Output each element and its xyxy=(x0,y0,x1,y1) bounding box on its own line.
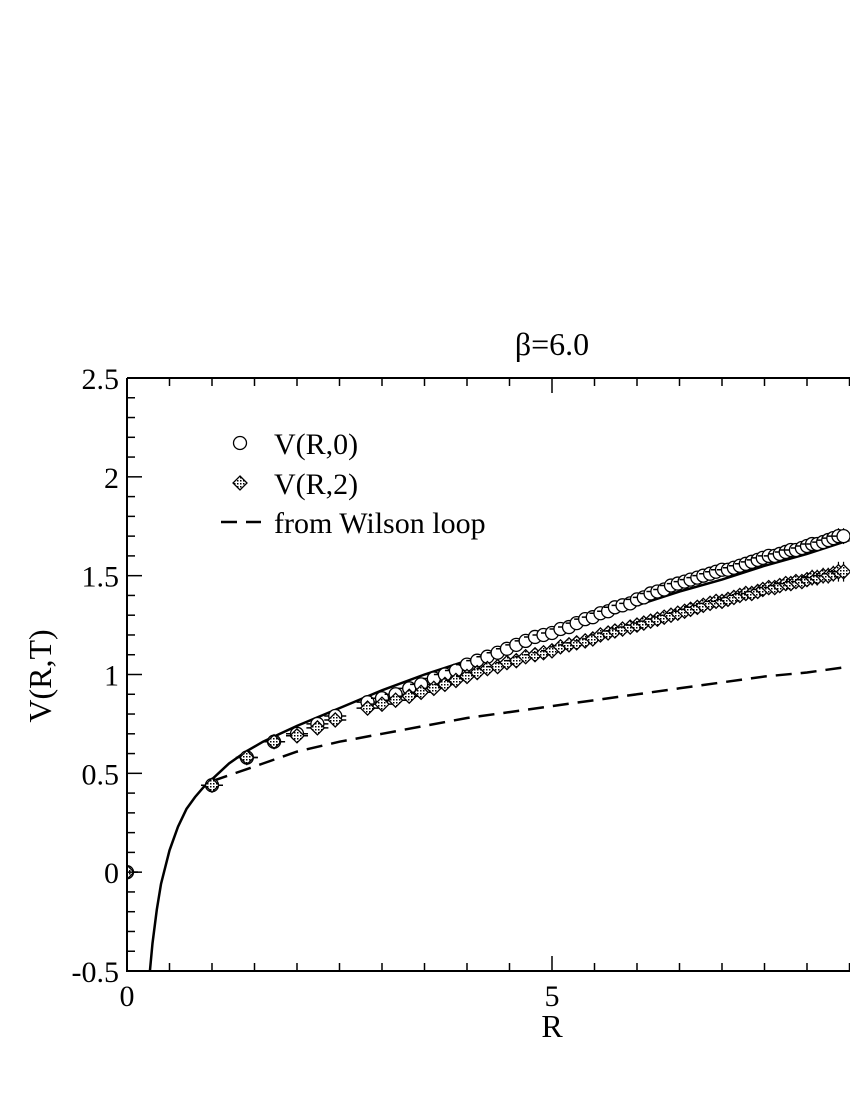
data-point xyxy=(836,528,850,544)
y-tick-label: 0 xyxy=(104,857,119,890)
curves-layer xyxy=(148,538,850,971)
data-point xyxy=(204,777,220,794)
y-axis-title: V(R,T) xyxy=(22,629,58,722)
data-point xyxy=(238,749,255,766)
fit-curve xyxy=(148,538,850,971)
legend: V(R,0) V(R,2) from Wilson loop xyxy=(221,428,486,540)
data-point xyxy=(359,700,376,717)
y-tick-label: 2.5 xyxy=(82,363,120,396)
y-tick-label: 2 xyxy=(104,462,119,495)
data-point xyxy=(327,712,344,728)
points-layer xyxy=(127,528,850,881)
data-point xyxy=(309,719,326,736)
y-tick-label: -0.5 xyxy=(72,956,120,989)
x-axis-title: R xyxy=(541,1008,563,1044)
data-point xyxy=(401,688,418,705)
legend-label: from Wilson loop xyxy=(274,507,486,540)
plot-area xyxy=(126,377,850,972)
tick-labels-layer: 0 5-0.500.511.522.5 xyxy=(72,363,560,1013)
x-tick-label: 5 xyxy=(545,980,560,1013)
series-v-r-2 xyxy=(127,561,850,881)
legend-label: V(R,0) xyxy=(274,428,358,461)
legend-label: V(R,2) xyxy=(274,468,358,501)
wilson-loop-curve xyxy=(211,665,850,783)
series-v-r-0 xyxy=(127,528,850,880)
data-point xyxy=(835,563,850,580)
data-point xyxy=(232,475,248,491)
chart-title: β=6.0 xyxy=(515,326,589,362)
y-tick-label: 0.5 xyxy=(82,758,120,791)
data-point xyxy=(266,733,282,750)
y-tick-label: 1.5 xyxy=(82,561,120,594)
legend-entry: V(R,0) xyxy=(232,428,358,461)
legend-entry: V(R,2) xyxy=(232,468,358,501)
x-tick-label: 0 xyxy=(120,980,135,1013)
data-point xyxy=(232,435,248,451)
legend-entry: from Wilson loop xyxy=(221,507,486,540)
data-point xyxy=(436,676,453,693)
data-point xyxy=(289,727,305,744)
y-tick-label: 1 xyxy=(104,660,119,693)
